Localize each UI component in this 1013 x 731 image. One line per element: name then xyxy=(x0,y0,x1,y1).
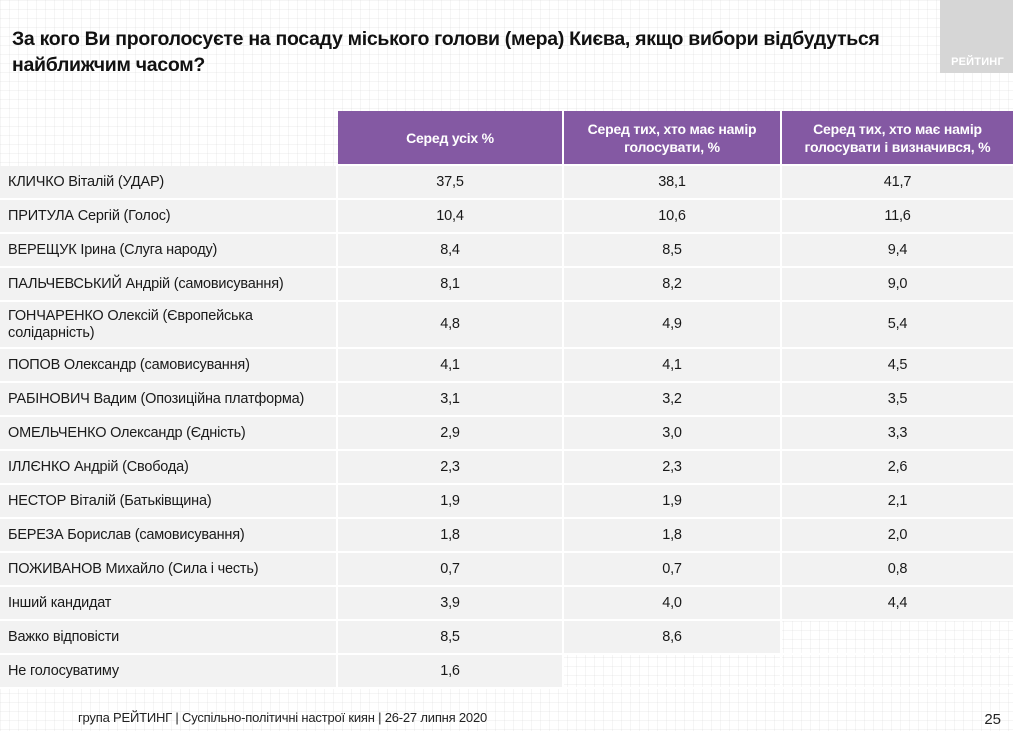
table-row: Не голосуватиму 1,6 xyxy=(0,655,1013,689)
candidate-label: ОМЕЛЬЧЕНКО Олександр (Єдність) xyxy=(0,417,338,451)
candidate-label: БЕРЕЗА Борислав (самовисування) xyxy=(0,519,338,553)
value-all: 37,5 xyxy=(338,166,564,200)
header-decided: Серед тих, хто має намір голосувати і ви… xyxy=(782,111,1013,166)
table-row: ПАЛЬЧЕВСЬКИЙ Андрій (самовисування) 8,1 … xyxy=(0,268,1013,302)
table-row: ОМЕЛЬЧЕНКО Олександр (Єдність) 2,9 3,0 3… xyxy=(0,417,1013,451)
value-intend: 38,1 xyxy=(564,166,782,200)
value-decided: 11,6 xyxy=(782,200,1013,234)
value-intend: 8,5 xyxy=(564,234,782,268)
candidate-label: ПРИТУЛА Сергій (Голос) xyxy=(0,200,338,234)
candidate-label: КЛИЧКО Віталій (УДАР) xyxy=(0,166,338,200)
value-all: 3,1 xyxy=(338,383,564,417)
candidate-label: Не голосуватиму xyxy=(0,655,338,689)
value-decided: 41,7 xyxy=(782,166,1013,200)
candidate-label: НЕСТОР Віталій (Батьківщина) xyxy=(0,485,338,519)
value-all: 2,3 xyxy=(338,451,564,485)
value-intend: 2,3 xyxy=(564,451,782,485)
value-decided: 2,0 xyxy=(782,519,1013,553)
value-decided: 9,4 xyxy=(782,234,1013,268)
value-intend: 3,0 xyxy=(564,417,782,451)
value-all: 0,7 xyxy=(338,553,564,587)
logo-text: РЕЙТИНГ xyxy=(951,56,1004,68)
value-intend: 3,2 xyxy=(564,383,782,417)
candidate-label: ГОНЧАРЕНКО Олексій (Європейська солідарн… xyxy=(0,302,338,349)
value-intend: 1,8 xyxy=(564,519,782,553)
value-decided: 0,8 xyxy=(782,553,1013,587)
value-decided: 2,6 xyxy=(782,451,1013,485)
candidate-label: ПОЖИВАНОВ Михайло (Сила і честь) xyxy=(0,553,338,587)
candidate-label: ІЛЛЄНКО Андрій (Свобода) xyxy=(0,451,338,485)
value-intend: 1,9 xyxy=(564,485,782,519)
value-all: 2,9 xyxy=(338,417,564,451)
value-decided-empty xyxy=(782,621,1013,655)
value-all: 4,8 xyxy=(338,302,564,349)
value-intend: 4,1 xyxy=(564,349,782,383)
value-decided: 2,1 xyxy=(782,485,1013,519)
header-empty xyxy=(0,111,338,166)
table-row: ПОЖИВАНОВ Михайло (Сила і честь) 0,7 0,7… xyxy=(0,553,1013,587)
candidate-label: ВЕРЕЩУК Ірина (Слуга народу) xyxy=(0,234,338,268)
table-row: ВЕРЕЩУК Ірина (Слуга народу) 8,4 8,5 9,4 xyxy=(0,234,1013,268)
table-row: ПОПОВ Олександр (самовисування) 4,1 4,1 … xyxy=(0,349,1013,383)
value-all: 3,9 xyxy=(338,587,564,621)
value-all: 8,5 xyxy=(338,621,564,655)
value-intend: 4,0 xyxy=(564,587,782,621)
value-decided: 3,3 xyxy=(782,417,1013,451)
table-row: БЕРЕЗА Борислав (самовисування) 1,8 1,8 … xyxy=(0,519,1013,553)
value-intend: 4,9 xyxy=(564,302,782,349)
value-all: 8,1 xyxy=(338,268,564,302)
value-all: 4,1 xyxy=(338,349,564,383)
header-all: Серед усіх % xyxy=(338,111,564,166)
results-table: Серед усіх % Серед тих, хто має намір го… xyxy=(0,111,1013,689)
value-decided: 3,5 xyxy=(782,383,1013,417)
candidate-label: ПАЛЬЧЕВСЬКИЙ Андрій (самовисування) xyxy=(0,268,338,302)
value-all: 1,9 xyxy=(338,485,564,519)
value-decided: 5,4 xyxy=(782,302,1013,349)
rating-logo-icon xyxy=(940,0,1013,73)
value-all: 8,4 xyxy=(338,234,564,268)
table-header-row: Серед усіх % Серед тих, хто має намір го… xyxy=(0,111,1013,166)
value-intend: 8,2 xyxy=(564,268,782,302)
value-intend: 0,7 xyxy=(564,553,782,587)
table-row: ГОНЧАРЕНКО Олексій (Європейська солідарн… xyxy=(0,302,1013,349)
candidate-label: ПОПОВ Олександр (самовисування) xyxy=(0,349,338,383)
value-decided: 9,0 xyxy=(782,268,1013,302)
table-row: ІЛЛЄНКО Андрій (Свобода) 2,3 2,3 2,6 xyxy=(0,451,1013,485)
table-row: Інший кандидат 3,9 4,0 4,4 xyxy=(0,587,1013,621)
value-decided-empty xyxy=(782,655,1013,689)
value-intend: 8,6 xyxy=(564,621,782,655)
candidate-label: РАБІНОВИЧ Вадим (Опозиційна платформа) xyxy=(0,383,338,417)
value-all: 1,6 xyxy=(338,655,564,689)
table-row: РАБІНОВИЧ Вадим (Опозиційна платформа) 3… xyxy=(0,383,1013,417)
value-intend: 10,6 xyxy=(564,200,782,234)
candidate-label: Важко відповісти xyxy=(0,621,338,655)
value-all: 1,8 xyxy=(338,519,564,553)
candidate-label: Інший кандидат xyxy=(0,587,338,621)
value-all: 10,4 xyxy=(338,200,564,234)
footer-source: група РЕЙТИНГ | Суспільно-політичні наст… xyxy=(78,710,488,725)
table-row: НЕСТОР Віталій (Батьківщина) 1,9 1,9 2,1 xyxy=(0,485,1013,519)
value-decided: 4,4 xyxy=(782,587,1013,621)
slide-title: За кого Ви проголосуєте на посаду місько… xyxy=(12,28,880,76)
table-row: КЛИЧКО Віталій (УДАР) 37,5 38,1 41,7 xyxy=(0,166,1013,200)
table-row: ПРИТУЛА Сергій (Голос) 10,4 10,6 11,6 xyxy=(0,200,1013,234)
header-intend: Серед тих, хто має намір голосувати, % xyxy=(564,111,782,166)
value-decided: 4,5 xyxy=(782,349,1013,383)
table-row: Важко відповісти 8,5 8,6 xyxy=(0,621,1013,655)
value-intend-empty xyxy=(564,655,782,689)
page-number: 25 xyxy=(984,711,1001,728)
